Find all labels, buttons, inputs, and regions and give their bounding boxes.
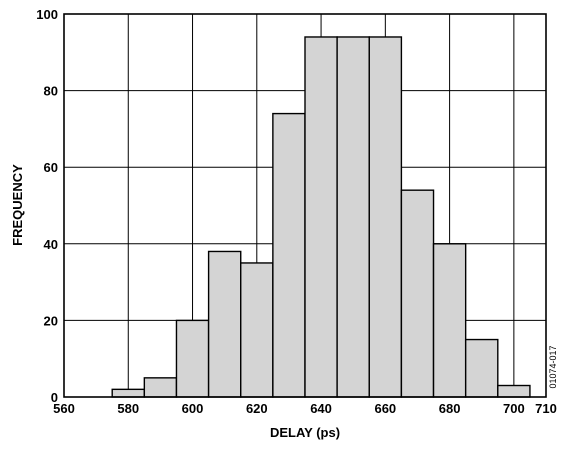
x-tick-label: 660 [374, 401, 396, 416]
x-tick-label: 560 [53, 401, 75, 416]
y-tick-label: 0 [51, 390, 58, 405]
figure-id-label: 01074-017 [548, 345, 558, 388]
y-tick-label: 60 [44, 160, 58, 175]
histogram-bar [175, 319, 210, 398]
plot-frame [63, 13, 547, 398]
histogram-bar [272, 112, 306, 398]
histogram-bar [497, 384, 531, 398]
x-tick-label: 600 [182, 401, 204, 416]
x-tick-label: 640 [310, 401, 332, 416]
x-tick-label: 710 [535, 401, 557, 416]
y-tick-label: 20 [44, 313, 58, 328]
y-tick-label: 80 [44, 84, 58, 99]
histogram-bar [207, 250, 242, 398]
y-axis-title: FREQUENCY [10, 164, 25, 246]
y-tick-label: 100 [36, 7, 58, 22]
histogram-bar [111, 388, 146, 398]
histogram-bar [464, 338, 499, 398]
histogram-bar [400, 189, 435, 398]
x-axis-title: DELAY (ps) [270, 425, 340, 440]
histogram-bar [143, 377, 178, 398]
histogram-bar [240, 262, 274, 398]
histogram-bar [304, 36, 338, 398]
histogram-bar [336, 36, 370, 398]
x-tick-label: 680 [439, 401, 461, 416]
histogram-bars [111, 36, 531, 398]
y-axis-tick-labels: 0 20 40 60 80 100 [36, 7, 58, 405]
y-tick-label: 40 [44, 237, 58, 252]
histogram-bar [432, 243, 467, 398]
x-tick-label: 620 [246, 401, 268, 416]
x-axis-tick-labels: 560 580 600 620 640 660 680 700 710 [53, 401, 557, 416]
x-tick-label: 700 [503, 401, 525, 416]
histogram-bar [368, 36, 403, 398]
x-tick-label: 580 [117, 401, 139, 416]
